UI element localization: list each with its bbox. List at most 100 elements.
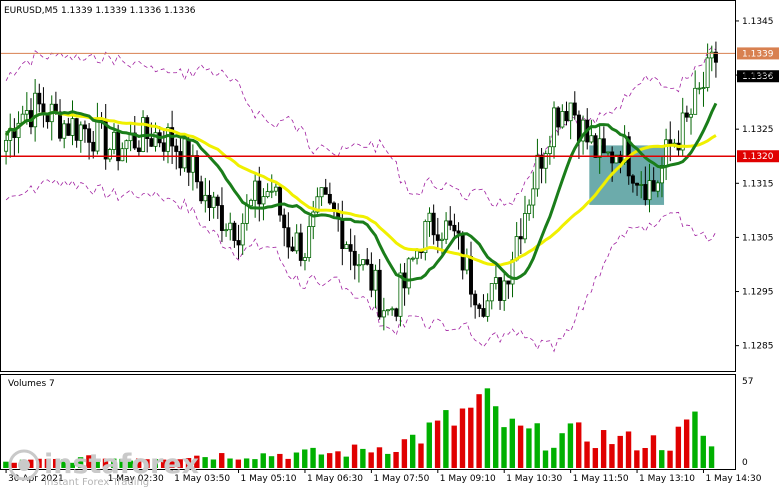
volume-bar	[501, 427, 507, 468]
y-tick-label: 1.1295	[742, 288, 774, 298]
candle-body	[224, 229, 229, 232]
candle-body	[120, 148, 125, 162]
volume-bar	[219, 453, 225, 468]
x-tick-label: 30 Apr 2021	[8, 474, 64, 484]
volume-bar	[302, 449, 308, 468]
candle-body	[439, 238, 444, 241]
candle-body	[709, 51, 714, 59]
candle-body	[315, 196, 320, 213]
candle-body	[697, 87, 702, 90]
candle-body	[713, 51, 718, 63]
logo-core-icon	[18, 459, 30, 471]
volume-bar	[683, 419, 690, 468]
volume-bar	[517, 425, 524, 468]
candle-body	[203, 194, 208, 202]
candle-body	[373, 269, 378, 291]
volume-bar	[567, 423, 574, 468]
volume-bar	[44, 458, 51, 468]
candle-body	[319, 187, 324, 198]
y-tick-label: 1.1335	[742, 71, 774, 81]
candle-body	[70, 118, 75, 136]
candle-body	[477, 304, 482, 309]
volume-bar	[484, 388, 491, 468]
candle-body	[564, 111, 569, 122]
volume-bar	[393, 451, 399, 468]
candle-body	[261, 196, 266, 205]
candle-body	[249, 199, 253, 207]
volume-bars	[3, 388, 715, 468]
candle-body	[253, 180, 258, 201]
volume-bar	[194, 455, 200, 468]
current-price-badge	[737, 70, 779, 83]
candle-body	[82, 124, 87, 130]
candle-body	[510, 259, 515, 285]
candle-body	[199, 181, 204, 202]
candle-body	[340, 218, 345, 250]
candle-body	[215, 196, 220, 206]
candle-body	[668, 139, 673, 145]
level-badge-label: 1.1339	[742, 49, 774, 59]
volume-bar	[659, 450, 665, 468]
y-tick-label: 1.1285	[742, 342, 774, 352]
candle-body	[78, 124, 83, 141]
candle-body	[618, 154, 623, 163]
candle-body	[543, 153, 548, 169]
volume-bar	[642, 447, 648, 468]
candle-body	[655, 182, 660, 192]
y-tick-label: 1.1305	[742, 233, 774, 243]
candle-body	[705, 57, 710, 88]
volume-bar	[28, 459, 34, 468]
instaforex-logo: instaforex Instant Forex Trading	[8, 449, 199, 488]
candle-body	[435, 234, 440, 241]
volume-bar	[360, 448, 366, 468]
candle-body	[58, 111, 63, 139]
band-upper-line	[5, 46, 717, 208]
volume-bar	[576, 422, 582, 468]
candle-body	[589, 135, 594, 143]
candle-body	[352, 250, 357, 266]
x-tick-label: 1 May 03:50	[174, 474, 230, 484]
candle-body	[107, 149, 112, 160]
x-axis: 30 Apr 2021 1 May 02:30 1 May 03:50 1 May 0…	[5, 469, 762, 484]
volume-bar	[476, 394, 482, 468]
candle-body	[356, 264, 361, 267]
volume-bar	[692, 411, 698, 468]
volume-bar	[708, 446, 715, 468]
price-panel	[0, 0, 736, 372]
volume-bar	[127, 460, 134, 468]
candle-body	[394, 308, 399, 317]
candle-body	[535, 154, 540, 190]
candle-body	[601, 138, 606, 154]
candle-body	[469, 256, 473, 295]
candle-body	[290, 246, 295, 252]
candle-body	[95, 118, 100, 152]
volume-bar	[609, 444, 615, 468]
candle-body	[182, 138, 187, 169]
candle-body	[219, 205, 224, 231]
volume-bar	[434, 420, 441, 468]
candle-body	[448, 220, 453, 226]
candle-body	[473, 293, 478, 306]
candle-body	[689, 113, 693, 118]
candle-body	[273, 186, 278, 192]
volume-bar	[252, 459, 258, 468]
candle-body	[701, 87, 706, 89]
watermark-tagline: Instant Forex Trading	[44, 477, 149, 488]
candle-body	[390, 308, 395, 311]
candle-body	[643, 184, 648, 201]
volume-scale-top: 57	[742, 377, 753, 387]
candle-body	[112, 131, 116, 150]
candle-body	[423, 221, 428, 254]
candle-body	[311, 211, 316, 227]
level-badge-label: 1.1320	[742, 152, 774, 162]
candle-body	[381, 310, 386, 318]
candle-body	[37, 92, 42, 105]
candles-group	[4, 41, 718, 331]
ma-slow-line	[4, 110, 717, 267]
volume-bar	[600, 430, 607, 468]
current-price-label: 1.1336	[742, 72, 774, 82]
candle-body	[635, 182, 640, 186]
volume-panel	[0, 374, 736, 470]
x-tick-label: 1 May 13:10	[639, 474, 695, 484]
volume-bar	[401, 439, 408, 468]
